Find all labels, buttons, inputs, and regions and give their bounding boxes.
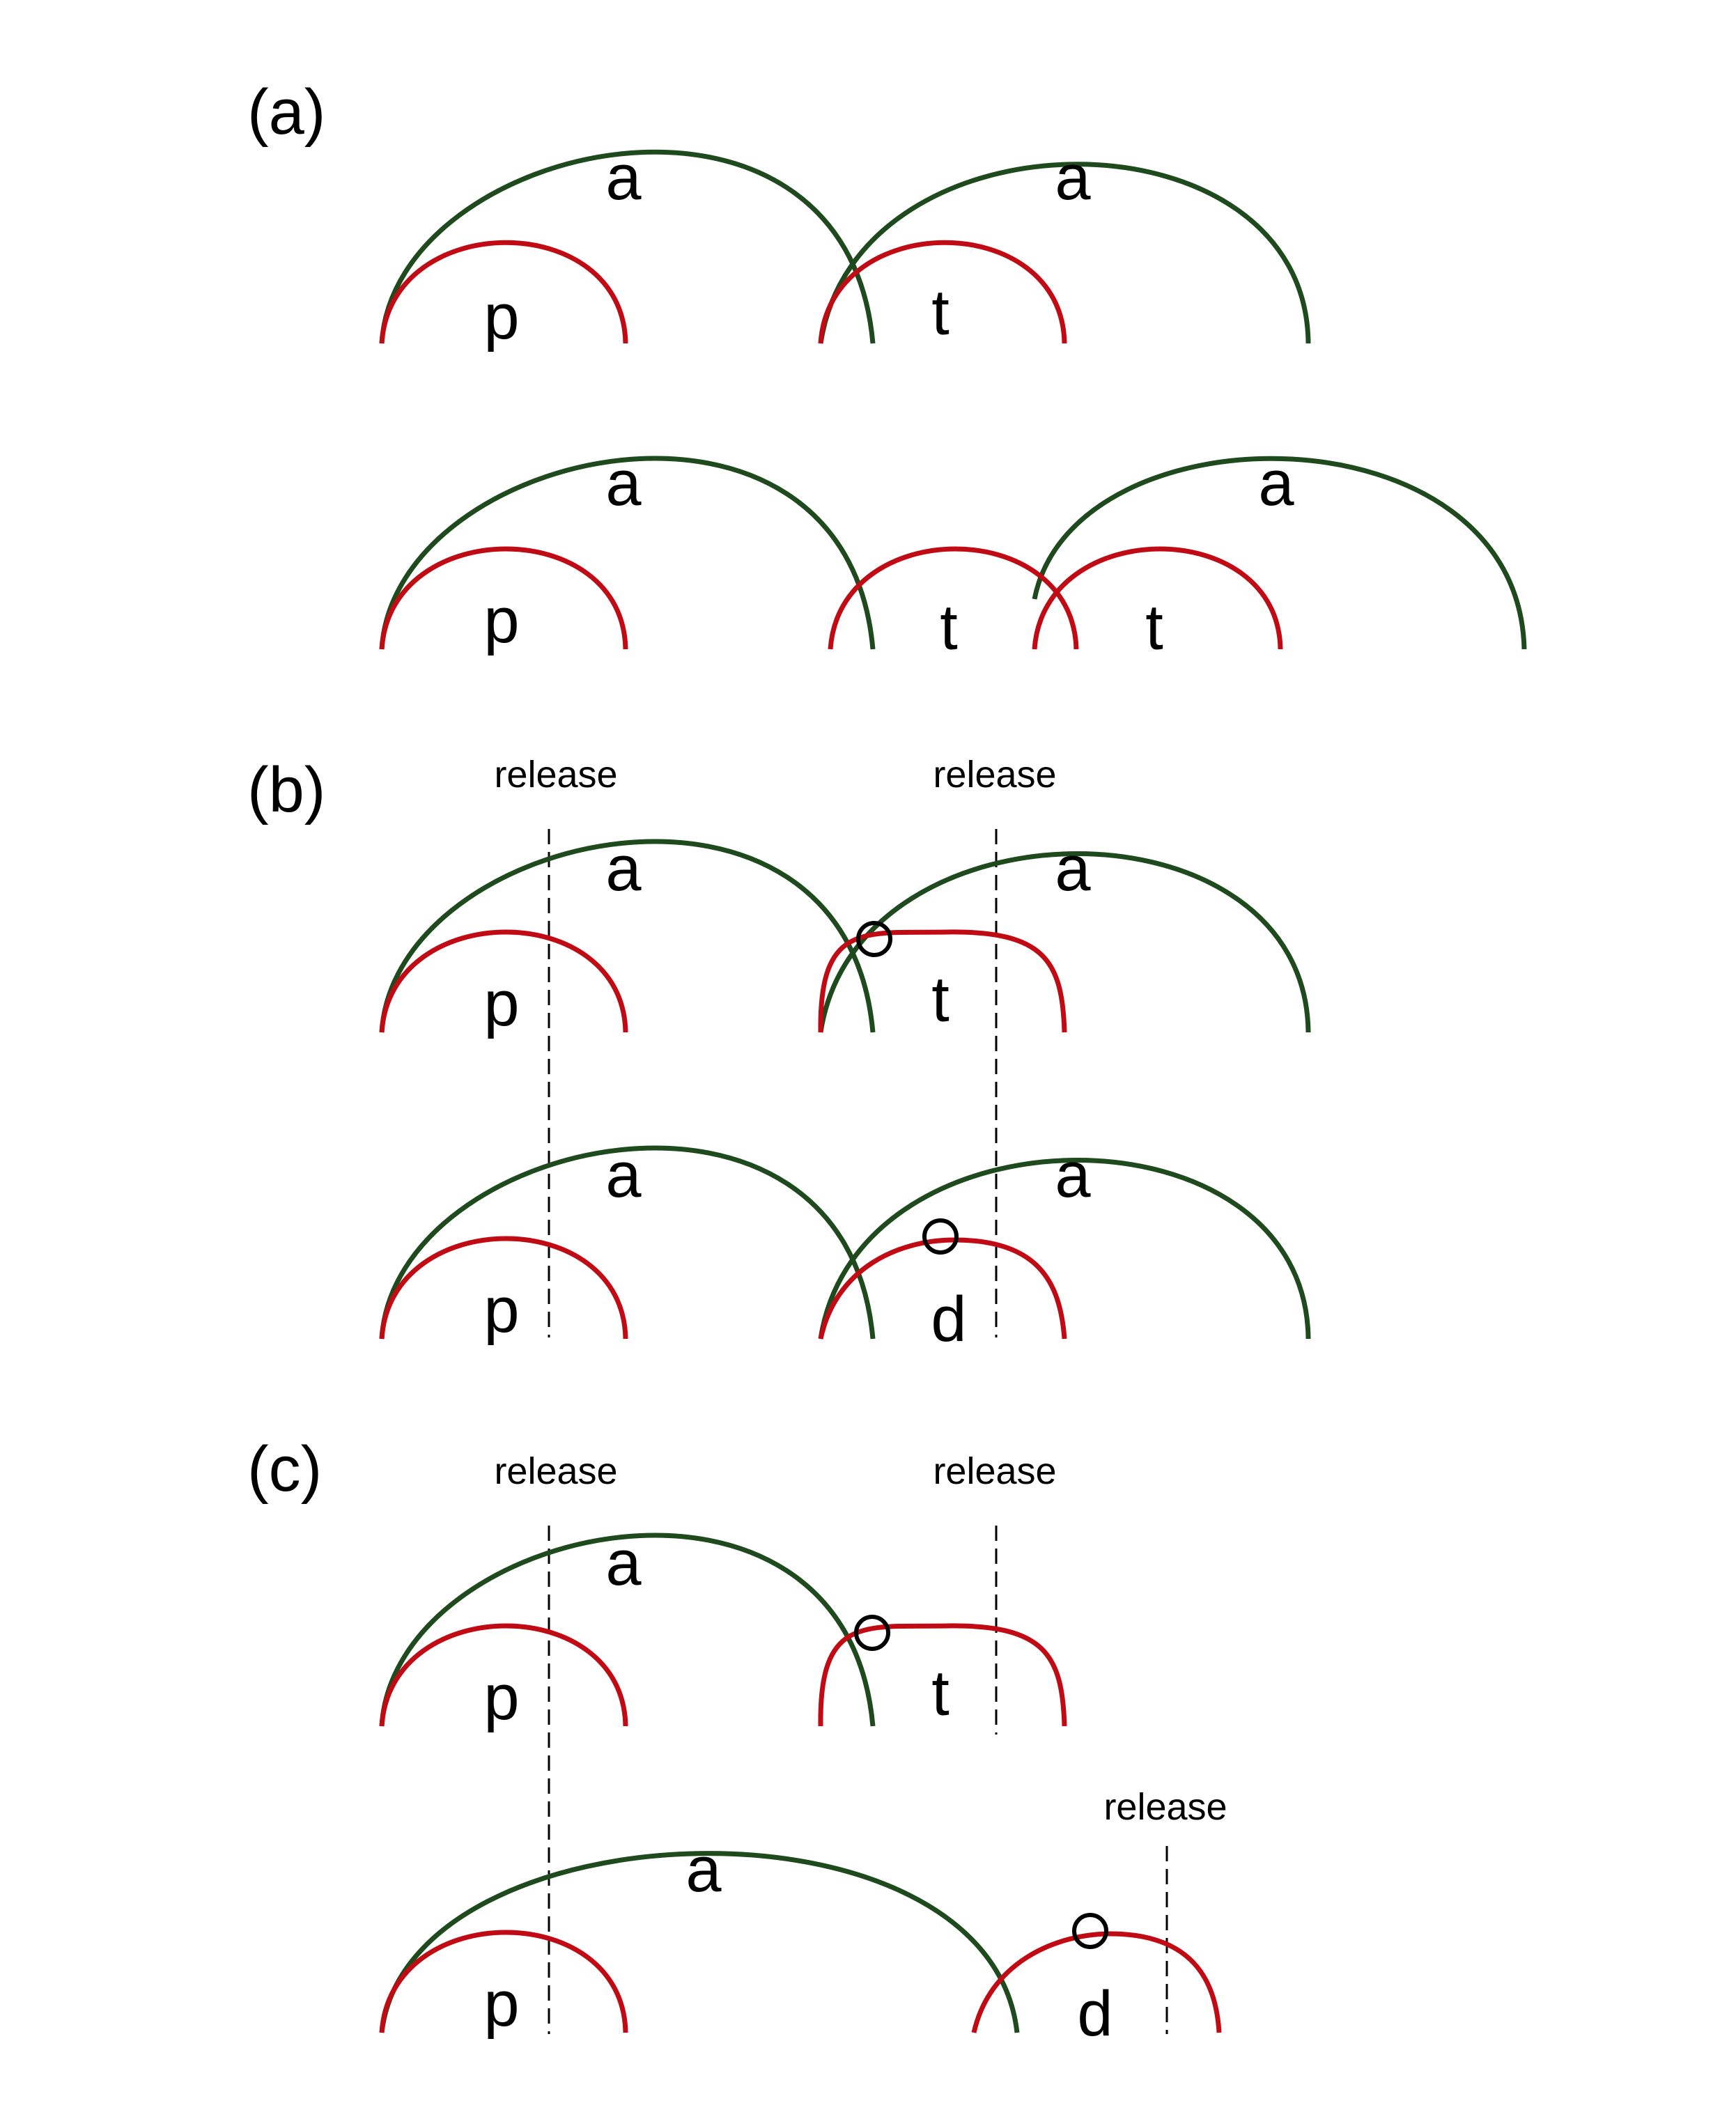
gesture-phasing-point [854,1615,890,1651]
panel-label-a: (a) [247,77,325,148]
segment-label: t [931,964,950,1035]
consonant-gesture-arc [379,1930,628,2033]
segment-label: a [1055,142,1091,213]
release-label: release [933,754,1056,796]
consonant-gesture-arc [818,1623,1067,1727]
consonant-gesture-arc [379,240,628,344]
segment-label: a [605,1140,642,1211]
segment-label: a [1055,1140,1091,1211]
consonant-gesture-arc [379,929,628,1033]
release-label: release [933,1450,1056,1492]
consonant-gesture-arc [379,1623,628,1727]
segment-label: t [931,277,950,348]
vowel-gesture-arc [818,1158,1311,1340]
gesture-phasing-point [1072,1913,1108,1949]
segment-label: a [605,1528,642,1599]
release-label: release [494,754,617,796]
panel-label-b: (b) [247,754,325,825]
consonant-gesture-arc [818,929,1067,1033]
segment-label: a [1258,448,1294,519]
release-label: release [1103,1786,1227,1828]
consonant-gesture-arc [379,1236,628,1340]
consonant-gesture-arc [379,546,628,650]
consonant-gesture-arc [828,546,1079,650]
vowel-gesture-arc [818,162,1311,344]
vowel-gesture-arc [379,1145,876,1340]
segment-label: p [483,585,519,656]
segment-label: a [605,448,642,519]
gesture-phasing-point [922,1218,959,1255]
segment-label: a [605,833,642,904]
vowel-gesture-arc [379,1533,876,1727]
segment-label: a [1055,833,1091,904]
vowel-gesture-arc [1032,456,1527,650]
segment-label: p [483,281,519,352]
consonant-gesture-arc [818,240,1067,344]
panel-label-c: (c) [247,1434,322,1505]
gesture-phasing-point [856,921,892,957]
segment-label: p [483,1662,519,1733]
segment-label: t [931,1658,950,1729]
vowel-gesture-arc [379,149,876,344]
segment-label: p [483,968,519,1039]
segment-label: a [685,1834,722,1905]
vowel-gesture-arc [379,839,876,1033]
segment-label: t [940,592,958,663]
vowel-gesture-arc [379,456,876,650]
segment-label: a [605,142,642,213]
segment-label: d [931,1284,966,1355]
vowel-gesture-arc [818,851,1311,1033]
release-label: release [494,1450,617,1492]
segment-label: d [1077,1978,1113,2049]
consonant-gesture-arc [1032,546,1283,650]
segment-label: p [483,1275,519,1346]
vowel-gesture-arc [379,1851,1020,2033]
segment-label: t [1145,592,1163,663]
segment-label: p [483,1969,519,2040]
